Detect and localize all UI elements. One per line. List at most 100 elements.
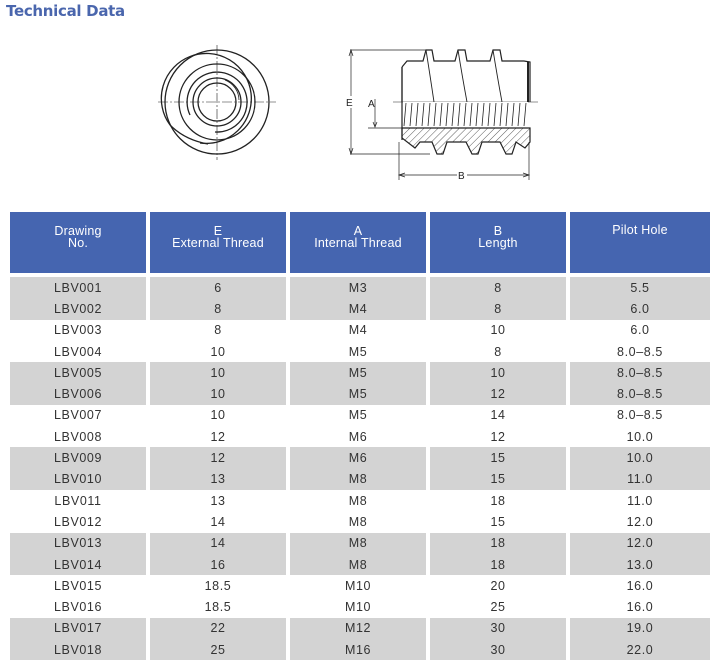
table-row: LBV010 13 M8 15 11.0 — [10, 468, 710, 490]
cell-internal-thread: M8 — [348, 493, 368, 508]
table-row: LBV007 10 M5 14 8.0–8.5 — [10, 405, 710, 426]
cell-external-thread: 13 — [150, 468, 286, 490]
table-row: LBV001 6 M3 8 5.5 — [10, 277, 710, 299]
cell-internal-thread: M5 — [348, 408, 368, 423]
cell-drawing-no: LBV016 — [53, 600, 103, 615]
cell-pilot-hole: 6.0 — [630, 323, 650, 338]
threaded-insert-drawing: E A B — [140, 30, 560, 190]
end-view-icon — [158, 45, 276, 160]
table-row: LBV013 14 M8 18 12.0 — [10, 532, 710, 554]
cell-drawing-no: LBV010 — [10, 468, 146, 490]
table-row: LBV014 16 M8 18 13.0 — [10, 553, 710, 576]
cell-internal-thread: M4 — [290, 298, 426, 320]
header-pilot-hole: Pilot Hole — [570, 212, 710, 277]
table-row: LBV016 18.5 M10 25 16.0 — [10, 596, 710, 617]
header-external-thread: E External Thread — [150, 212, 286, 277]
cell-drawing-no: LBV003 — [53, 323, 103, 338]
cell-internal-thread: M8 — [348, 514, 368, 529]
cell-drawing-no: LBV015 — [53, 578, 103, 593]
cell-length: 18 — [430, 553, 566, 576]
table-row: LBV012 14 M8 15 12.0 — [10, 511, 710, 532]
cell-external-thread: 18.5 — [204, 600, 232, 615]
cell-external-thread: 22 — [150, 617, 286, 640]
cell-length: 14 — [490, 408, 506, 423]
cell-drawing-no: LBV002 — [10, 298, 146, 320]
cell-pilot-hole: 13.0 — [570, 553, 710, 576]
cell-external-thread: 16 — [150, 553, 286, 576]
cell-internal-thread: M5 — [290, 383, 426, 405]
cell-external-thread: 10 — [150, 362, 286, 384]
cell-length: 30 — [430, 639, 566, 661]
cell-external-thread: 14 — [150, 532, 286, 554]
cell-length: 18 — [430, 532, 566, 554]
cell-drawing-no: LBV004 — [53, 344, 103, 359]
cell-pilot-hole: 11.0 — [627, 493, 653, 508]
cell-internal-thread: M6 — [348, 429, 368, 444]
cell-drawing-no: LBV006 — [10, 383, 146, 405]
cell-internal-thread: M5 — [290, 362, 426, 384]
cell-internal-thread: M3 — [290, 277, 426, 299]
cell-external-thread: 18.5 — [204, 578, 232, 593]
cell-pilot-hole: 16.0 — [626, 578, 654, 593]
cell-drawing-no: LBV017 — [10, 617, 146, 640]
cell-drawing-no: LBV014 — [10, 553, 146, 576]
header-drawing-no: Drawing No. — [10, 212, 146, 277]
cell-external-thread: 14 — [210, 514, 226, 529]
header-length: B Length — [430, 212, 566, 277]
cell-pilot-hole: 12.0 — [570, 532, 710, 554]
header-internal-thread: A Internal Thread — [290, 212, 426, 277]
cell-pilot-hole: 12.0 — [626, 514, 654, 529]
table-row: LBV015 18.5 M10 20 16.0 — [10, 575, 710, 596]
cell-drawing-no: LBV013 — [10, 532, 146, 554]
cell-length: 8 — [430, 298, 566, 320]
cell-length: 15 — [430, 468, 566, 490]
cell-internal-thread: M8 — [290, 553, 426, 576]
page-title: Technical Data — [6, 2, 125, 20]
cell-internal-thread: M10 — [344, 600, 372, 615]
dimension-a-label: A — [368, 99, 375, 110]
cell-internal-thread: M12 — [290, 617, 426, 640]
cell-length: 10 — [490, 323, 506, 338]
table-header-row: Drawing No. E External Thread A Internal Th… — [10, 212, 710, 277]
cell-drawing-no: LBV012 — [53, 514, 103, 529]
cell-internal-thread: M16 — [290, 639, 426, 661]
cell-pilot-hole: 19.0 — [570, 617, 710, 640]
cell-internal-thread: M10 — [344, 578, 372, 593]
cell-external-thread: 10 — [150, 383, 286, 405]
cell-length: 8 — [494, 344, 502, 359]
cell-length: 12 — [430, 383, 566, 405]
cell-pilot-hole: 8.0–8.5 — [617, 344, 663, 359]
cell-length: 25 — [490, 600, 506, 615]
cell-length: 15 — [430, 447, 566, 469]
cell-length: 15 — [490, 514, 506, 529]
table-row: LBV009 12 M6 15 10.0 — [10, 447, 710, 469]
technical-data-table: Drawing No. E External Thread A Internal Th… — [6, 212, 714, 661]
cell-internal-thread: M5 — [348, 344, 368, 359]
table-row: LBV011 13 M8 18 11.0 — [10, 490, 710, 511]
cell-external-thread: 6 — [150, 277, 286, 299]
cell-length: 8 — [430, 277, 566, 299]
table-row: LBV004 10 M5 8 8.0–8.5 — [10, 341, 710, 362]
cell-pilot-hole: 6.0 — [570, 298, 710, 320]
table-row: LBV008 12 M6 12 10.0 — [10, 426, 710, 447]
table-row: LBV002 8 M4 8 6.0 — [10, 298, 710, 320]
cell-drawing-no: LBV009 — [10, 447, 146, 469]
cell-pilot-hole: 22.0 — [570, 639, 710, 661]
dimension-e-label: E — [346, 98, 353, 109]
cell-length: 30 — [430, 617, 566, 640]
cell-length: 12 — [490, 429, 506, 444]
table-row: LBV005 10 M5 10 8.0–8.5 — [10, 362, 710, 384]
cell-internal-thread: M4 — [348, 323, 368, 338]
side-view-icon — [348, 48, 538, 180]
cell-pilot-hole: 8.0–8.5 — [570, 383, 710, 405]
table-row: LBV017 22 M12 30 19.0 — [10, 617, 710, 640]
cell-drawing-no: LBV001 — [10, 277, 146, 299]
cell-pilot-hole: 16.0 — [626, 600, 654, 615]
cell-drawing-no: LBV018 — [10, 639, 146, 661]
cell-length: 18 — [490, 493, 506, 508]
cell-drawing-no: LBV008 — [53, 429, 103, 444]
table-row: LBV006 10 M5 12 8.0–8.5 — [10, 383, 710, 405]
cell-external-thread: 10 — [210, 408, 226, 423]
cell-external-thread: 12 — [210, 429, 226, 444]
table-row: LBV003 8 M4 10 6.0 — [10, 320, 710, 341]
